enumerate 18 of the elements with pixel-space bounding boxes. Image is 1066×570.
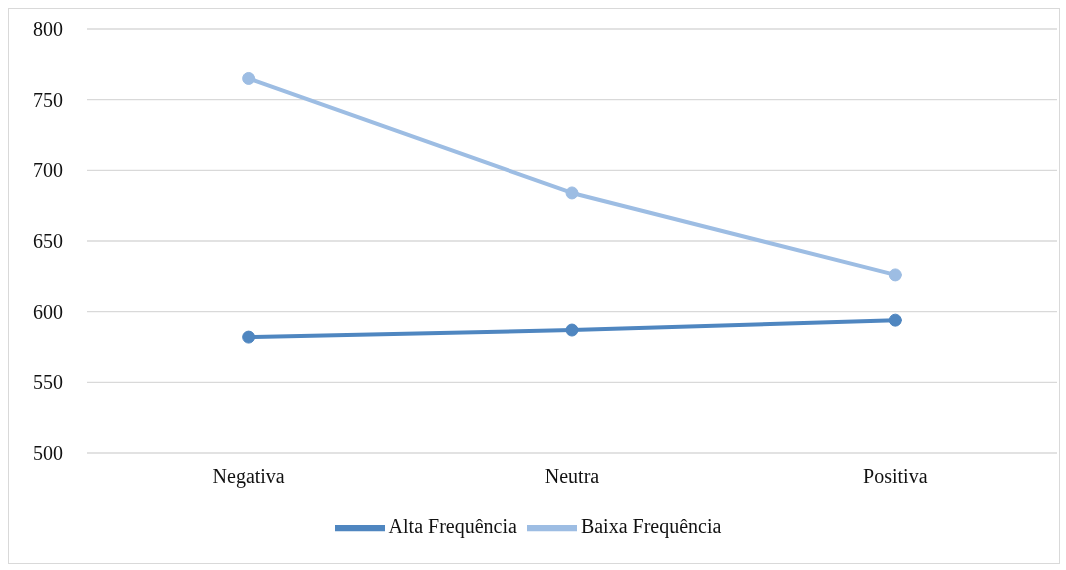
point: [888, 268, 902, 282]
point: [242, 330, 256, 344]
y-tick-label: 600: [33, 300, 63, 323]
y-tick-label: 650: [33, 230, 63, 253]
x-tick-label: Negativa: [212, 465, 285, 489]
x-tick-label: Positiva: [863, 465, 928, 488]
x-tick-label: Neutra: [544, 465, 600, 488]
point: [565, 323, 579, 337]
y-tick-label: 550: [33, 371, 63, 394]
y-tick-label: 700: [33, 159, 63, 182]
point: [565, 186, 579, 200]
point: [242, 71, 256, 85]
y-tick-label: 500: [33, 442, 63, 465]
legend-label: Alta Frequência: [388, 514, 517, 537]
point: [888, 313, 902, 327]
legend-label: Baixa Frequência: [580, 514, 722, 537]
y-tick-label: 750: [33, 88, 63, 111]
y-tick-label: 800: [33, 18, 63, 41]
